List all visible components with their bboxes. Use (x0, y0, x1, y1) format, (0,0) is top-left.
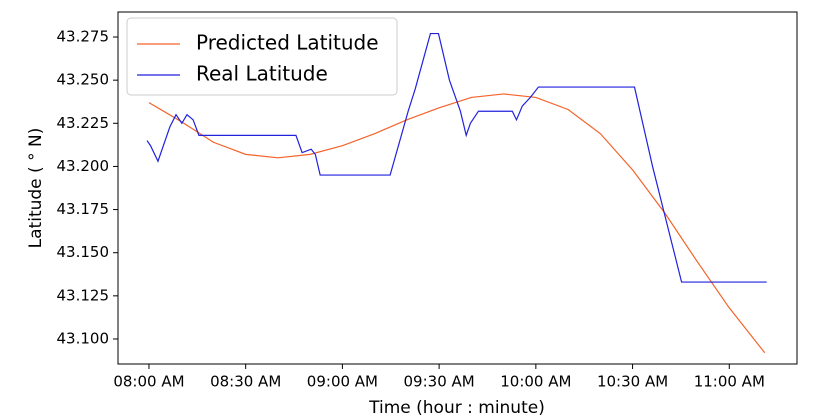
y-tick-label: 43.275 (57, 28, 110, 46)
y-tick-label: 43.225 (57, 114, 110, 132)
x-tick-label: 11:00 AM (694, 373, 765, 391)
y-axis-label: Latitude ( ° N) (26, 128, 46, 249)
y-tick-label: 43.250 (57, 71, 110, 89)
data-line (148, 93, 766, 354)
y-tick-label: 43.100 (57, 329, 110, 347)
y-tick-label: 43.175 (57, 200, 110, 218)
x-tick-label: 08:30 AM (210, 373, 281, 391)
data-line (146, 32, 767, 283)
x-tick-label: 09:00 AM (307, 373, 378, 391)
legend-label: Predicted Latitude (196, 31, 379, 55)
x-tick-label: 09:30 AM (404, 373, 475, 391)
x-tick-label: 10:00 AM (500, 373, 571, 391)
y-tick-label: 43.200 (57, 157, 110, 175)
legend-box (126, 17, 398, 96)
plot-frame (117, 11, 798, 365)
y-tick-label: 43.125 (57, 286, 110, 304)
x-tick-label: 08:00 AM (113, 373, 184, 391)
x-tick-label: 10:30 AM (597, 373, 668, 391)
y-tick-label: 43.150 (57, 243, 110, 261)
x-axis-label: Time (hour : minute) (368, 398, 545, 418)
legend-label: Real Latitude (196, 62, 328, 86)
